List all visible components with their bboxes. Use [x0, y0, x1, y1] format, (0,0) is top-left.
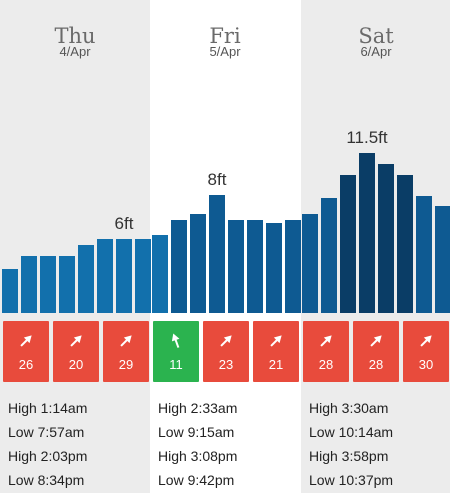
swell-bar [397, 175, 413, 313]
wind-speed: 30 [418, 357, 434, 372]
tide-list: High 1:14am Low 7:57am High 2:03pm Low 8:34… [0, 396, 150, 492]
swell-bar [340, 175, 356, 313]
swell-bar [228, 220, 244, 313]
wind-speed: 21 [268, 357, 284, 372]
swell-bar [302, 214, 318, 313]
wind-speed: 26 [18, 357, 34, 372]
swell-bar [359, 153, 375, 313]
wind-tile[interactable]: 20 [53, 321, 99, 382]
arrow-northeast-icon [253, 331, 299, 351]
wind-tile[interactable]: 21 [253, 321, 299, 382]
swell-bar [435, 206, 450, 313]
arrow-northeast-icon [203, 331, 249, 351]
tide-entry: High 3:58pm [309, 448, 389, 464]
swell-bar [59, 256, 75, 313]
swell-bar [40, 256, 56, 313]
wind-speed: 11 [169, 357, 183, 372]
tide-entry: Low 9:15am [158, 424, 235, 440]
arrow-northeast-icon [3, 331, 49, 351]
swell-bar [21, 256, 37, 313]
arrow-northeast-icon [103, 331, 149, 351]
wind-tile[interactable]: 26 [3, 321, 49, 382]
swell-bar [416, 196, 432, 313]
wind-tile[interactable]: 28 [353, 321, 399, 382]
peak-height-label: 6ft [114, 214, 134, 233]
tide-entry: Low 8:34pm [8, 472, 85, 488]
wind-tile[interactable]: 11 [153, 321, 199, 382]
day-date: 5/Apr [209, 44, 241, 59]
swell-bar [171, 220, 187, 313]
arrow-northeast-icon [403, 331, 449, 351]
wind-tile[interactable]: 28 [303, 321, 349, 382]
tide-entry: High 2:03pm [8, 448, 88, 464]
peak-height-label: 11.5ft [346, 128, 388, 147]
arrow-northeast-icon [353, 331, 399, 351]
wind-speed: 28 [318, 357, 334, 372]
day-date: 4/Apr [59, 44, 91, 59]
tide-entry: Low 10:14am [309, 424, 394, 440]
tide-entry: High 2:33am [158, 400, 238, 416]
swell-bar [116, 239, 132, 313]
swell-bar [2, 269, 18, 313]
swell-bar [285, 220, 301, 313]
day-date: 6/Apr [360, 44, 392, 59]
tide-entry: High 3:30am [309, 400, 389, 416]
tide-entry: High 3:08pm [158, 448, 238, 464]
tide-entry: Low 9:42pm [158, 472, 235, 488]
arrow-northeast-icon [53, 331, 99, 351]
day-name: Thu [54, 24, 96, 48]
day-name: Fri [209, 24, 241, 48]
tide-list: High 3:30am Low 10:14am High 3:58pm Low 10:… [301, 396, 450, 492]
wind-speed: 23 [218, 357, 234, 372]
day-name: Sat [358, 24, 394, 48]
swell-bar [378, 164, 394, 313]
wind-speed: 29 [118, 357, 134, 372]
swell-bar [247, 220, 263, 313]
swell-bar [190, 214, 206, 313]
peak-height-label: 8ft [207, 170, 227, 189]
wind-speed: 20 [68, 357, 84, 372]
tide-entry: Low 7:57am [8, 424, 85, 440]
swell-bar [135, 239, 151, 313]
arrow-north-icon [153, 331, 199, 351]
swell-bar [97, 239, 113, 313]
swell-bar [321, 198, 337, 313]
swell-bar [152, 235, 168, 313]
swell-bar [266, 223, 282, 313]
tide-entry: Low 10:37pm [309, 472, 394, 488]
swell-bar [209, 195, 225, 313]
swell-bar [78, 245, 94, 313]
wind-tile[interactable]: 29 [103, 321, 149, 382]
tide-entry: High 1:14am [8, 400, 88, 416]
arrow-northeast-icon [303, 331, 349, 351]
wind-speed: 28 [368, 357, 384, 372]
wind-tile[interactable]: 30 [403, 321, 449, 382]
wind-tile[interactable]: 23 [203, 321, 249, 382]
tide-list: High 2:33am Low 9:15am High 3:08pm Low 9:42… [150, 396, 300, 492]
